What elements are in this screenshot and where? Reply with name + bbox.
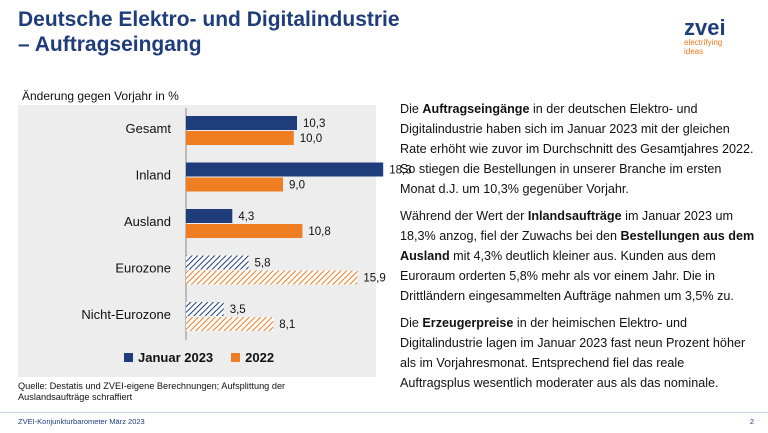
page-number: 2: [749, 417, 754, 426]
paragraph-3: Die Erzeugerpreise in der heimischen Ele…: [400, 313, 755, 393]
p3-run-2: in der heimischen Elektro- und Digitalin…: [400, 316, 746, 390]
bar-gesamt-jan-2023: [186, 116, 297, 130]
legend-label-2022: 2022: [245, 350, 275, 365]
legend-swatch-orange: [231, 353, 241, 362]
legend-item-2022: 2022: [231, 350, 274, 365]
p2-run-2: im Januar 2023 um 18,3% anzog, fiel der …: [400, 209, 733, 243]
value-label-inland-jan-2023: 18,3: [389, 165, 411, 177]
p1-run-1: Auftragseingänge: [422, 102, 530, 116]
chart-panel: [18, 105, 376, 377]
chart-ylabel: Änderung gegen Vorjahr in %: [22, 89, 179, 103]
value-label-ausland-jan-2023: 4,3: [238, 211, 254, 223]
p2-run-3: Bestellungen aus dem Ausland: [400, 229, 755, 263]
logo-tagline-1: electrifying: [684, 38, 723, 47]
p2-run-0: Während der Wert der: [400, 209, 528, 223]
body-text: Die Auftragseingänge in der deutschen El…: [400, 99, 755, 400]
page-title: Deutsche Elektro- und Digitalindustrie: [18, 8, 400, 31]
logo-word: zvei: [684, 15, 726, 40]
bar-ausland-jan-2023: [186, 209, 233, 223]
legend-swatch-navy: [124, 353, 133, 362]
source-note: Quelle: Destatis und ZVEI-eigene Berechn…: [18, 381, 286, 402]
zvei-logo: zvei electrifying ideas: [684, 15, 754, 57]
paragraph-2: Während der Wert der Inlandsaufträge im …: [400, 206, 755, 306]
p3-run-0: Die: [400, 316, 423, 330]
chart-legend: Januar 2023 2022: [124, 350, 274, 365]
category-label-eurozone: Eurozone: [115, 261, 171, 276]
legend-item-january-2023: Januar 2023: [124, 350, 213, 365]
footer-divider: [0, 412, 768, 413]
bar-inland-jan-2023: [186, 162, 384, 177]
category-label-nicht-eurozone: Nicht-Eurozone: [81, 307, 171, 322]
category-label-gesamt: Gesamt: [125, 121, 171, 136]
value-label-gesamt-2022: 10,0: [300, 133, 322, 145]
value-label-inland-2022: 9,0: [289, 180, 305, 192]
paragraph-1: Die Auftragseingänge in der deutschen El…: [400, 99, 755, 199]
chart-bars: Gesamt 10,3 10,0 Inland 18,3 9,0 Ausland 4,3 10,…: [81, 116, 412, 331]
logo-tagline-2: ideas: [684, 47, 704, 56]
p1-run-2: in der deutschen Elektro- und Digitalind…: [400, 102, 754, 196]
bar-eurozone-jan-2023: [186, 255, 249, 270]
category-label-ausland: Ausland: [124, 214, 171, 229]
category-label-inland: Inland: [136, 168, 171, 183]
p2-run-1: Inlandsaufträge: [527, 209, 622, 223]
value-label-nicht-eurozone-2022: 8,1: [279, 319, 295, 331]
footer-text: ZVEI-Konjunkturbarometer März 2023: [18, 417, 145, 426]
bar-nicht-eurozone-jan-2023: [186, 302, 224, 316]
bar-gesamt-2022: [186, 131, 294, 145]
bar-nicht-eurozone-2022: [186, 317, 274, 331]
value-label-ausland-2022: 10,8: [308, 226, 330, 238]
bar-inland-2022: [186, 177, 283, 192]
value-label-gesamt-jan-2023: 10,3: [303, 118, 325, 130]
value-label-eurozone-2022: 15,9: [363, 273, 385, 285]
value-label-nicht-eurozone-jan-2023: 3,5: [230, 304, 246, 316]
legend-label-january-2023: Januar 2023: [138, 350, 214, 365]
p1-run-0: Die: [400, 102, 423, 116]
bar-ausland-2022: [186, 224, 303, 238]
value-label-eurozone-jan-2023: 5,8: [255, 258, 271, 270]
page-subtitle: – Auftragseingang: [18, 33, 202, 56]
bar-eurozone-2022: [186, 270, 358, 285]
p2-run-4: mit 4,3% deutlich kleiner aus. Kunden au…: [400, 249, 734, 303]
p3-run-1: Erzeugerpreise: [422, 316, 514, 330]
